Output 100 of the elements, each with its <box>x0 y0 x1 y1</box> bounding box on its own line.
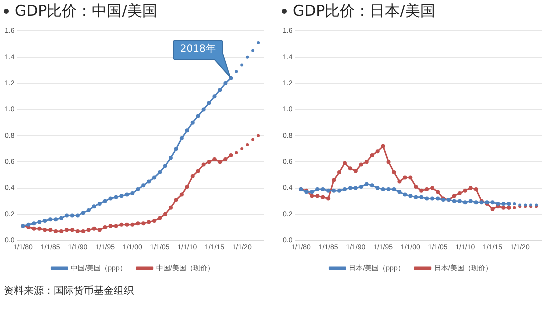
point <box>98 228 102 232</box>
point <box>152 218 157 223</box>
point <box>398 190 402 194</box>
point <box>414 195 418 200</box>
point <box>120 194 124 198</box>
point <box>224 157 228 162</box>
point <box>136 188 140 192</box>
point <box>196 114 200 118</box>
point <box>64 214 69 218</box>
point <box>310 194 314 198</box>
point <box>130 191 135 196</box>
point <box>120 222 124 227</box>
point <box>86 208 91 212</box>
point <box>321 195 326 200</box>
point <box>180 192 184 197</box>
point <box>507 206 512 210</box>
point <box>474 200 478 205</box>
point <box>425 188 430 192</box>
point <box>326 196 331 201</box>
point <box>168 206 173 210</box>
point <box>32 226 36 231</box>
point <box>408 194 413 198</box>
point <box>92 226 96 231</box>
point <box>180 136 184 141</box>
point <box>54 218 58 222</box>
point <box>354 186 358 190</box>
point <box>207 101 212 106</box>
point <box>458 199 462 204</box>
point <box>38 220 42 224</box>
point <box>202 108 206 112</box>
point <box>185 128 190 133</box>
point <box>86 228 91 232</box>
point <box>425 196 430 201</box>
point <box>342 188 347 192</box>
point <box>507 202 512 206</box>
point <box>48 218 53 222</box>
point <box>60 216 64 220</box>
point <box>81 211 86 216</box>
point <box>463 188 468 193</box>
point <box>316 194 320 198</box>
point <box>376 186 380 190</box>
point <box>114 195 118 200</box>
point <box>420 188 424 193</box>
point <box>386 188 391 192</box>
point <box>212 94 217 99</box>
point <box>130 222 135 227</box>
point <box>202 162 206 167</box>
point <box>452 199 456 204</box>
point <box>348 186 352 190</box>
point <box>224 82 228 86</box>
point <box>147 180 152 184</box>
point <box>420 195 424 200</box>
point <box>338 170 342 175</box>
point <box>381 144 386 148</box>
point <box>218 88 222 92</box>
point <box>185 184 190 189</box>
point <box>76 229 80 234</box>
point <box>152 176 157 180</box>
point <box>403 192 408 197</box>
point <box>26 222 31 227</box>
point <box>316 188 320 192</box>
point <box>502 206 506 210</box>
point <box>76 214 80 218</box>
point <box>381 188 386 192</box>
point <box>354 169 358 174</box>
point <box>98 202 102 206</box>
point <box>490 200 495 205</box>
point <box>376 150 380 154</box>
point <box>32 222 36 226</box>
point <box>38 226 42 231</box>
point <box>364 160 369 164</box>
point <box>348 166 352 171</box>
point <box>142 222 146 226</box>
point <box>108 224 113 228</box>
point <box>168 156 173 160</box>
point <box>321 188 326 192</box>
point <box>490 207 495 212</box>
point <box>196 169 200 174</box>
chart-title: GDP比价：中国/美国 <box>15 2 158 21</box>
point <box>513 202 516 206</box>
point <box>158 216 162 220</box>
point <box>125 192 130 197</box>
point <box>92 204 96 209</box>
point <box>496 202 500 206</box>
point <box>359 184 364 189</box>
point <box>229 154 234 158</box>
point <box>257 134 260 138</box>
point <box>502 202 506 206</box>
point <box>386 160 391 164</box>
point <box>252 138 255 142</box>
point <box>125 222 130 227</box>
point <box>310 190 314 194</box>
point <box>474 188 478 192</box>
point <box>370 184 374 188</box>
point <box>430 196 435 201</box>
point <box>338 188 342 193</box>
point <box>54 229 58 234</box>
point <box>164 164 168 168</box>
point <box>326 188 331 193</box>
point <box>43 218 48 223</box>
